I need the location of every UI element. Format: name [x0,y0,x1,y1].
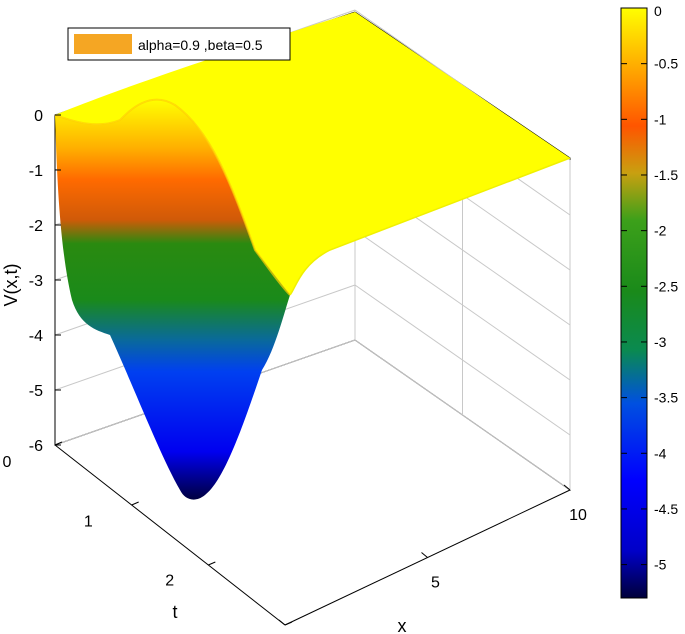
colorbar-tick-label: -0.5 [654,56,678,72]
t-tick-label: 3 [247,632,256,634]
t-tick-label: 1 [84,513,93,530]
x-tick-mark [563,484,571,491]
legend-label: alpha=0.9 ,beta=0.5 [138,37,263,53]
x-tick-mark [421,552,428,558]
z-tick-label: -2 [29,218,43,235]
surface [54,12,571,500]
z-tick-label: -3 [29,273,43,290]
colorbar-tick-label: -2 [654,223,667,239]
z-tick-label: -4 [29,328,43,345]
colorbar-tick-label: -1.5 [654,167,678,183]
surface-plateau-edge [289,157,571,296]
t-tick-label: 2 [165,573,174,590]
t-tick-label: 0 [3,454,12,471]
x-axis-label: x [398,616,407,634]
x-tick-label: 10 [569,507,587,524]
colorbar-tick-label: -5 [654,557,667,573]
colorbar-gradient [620,7,648,599]
t-tick-mark [208,561,216,566]
colorbar-tick-label: -4 [654,445,667,461]
legend: alpha=0.9 ,beta=0.5 [67,27,291,61]
colorbar-tick-labels: 0 -0.5 -1 -1.5 -2 -2.5 -3 -3.5 -4 -4.5 -5 [621,3,678,573]
colorbar-tick-label: -4.5 [654,501,678,517]
z-tick-label: -5 [29,383,43,400]
t-tick-mark [284,621,293,626]
legend-swatch [74,34,132,54]
colorbar-tick-label: -3 [654,334,667,350]
t-axis-line [54,444,286,626]
colorbar: 0 -0.5 -1 -1.5 -2 -2.5 -3 -3.5 -4 -4.5 -5 [620,3,678,599]
z-axis-label: V(x,t) [1,264,21,307]
z-tick-label: -1 [29,163,43,180]
t-tick-mark [54,441,63,446]
colorbar-tick-label: -2.5 [654,278,678,294]
t-axis-label: t [172,602,177,622]
surface-ridge [54,98,291,296]
x-tick-labels: 0510 [278,484,587,626]
z-tick-label: 0 [34,108,43,125]
x-tick-label: 5 [431,575,440,592]
z-tick-label: -6 [29,438,43,455]
surface-plateau [55,12,570,295]
x-tick-mark [278,619,286,626]
colorbar-tick-label: 0 [654,3,662,19]
colorbar-tick-label: -3.5 [654,390,678,406]
colorbar-tick-label: -1 [654,111,667,127]
t-tick-mark [131,501,139,506]
z-tick-labels: 0 -1 -2 -3 -4 -5 -6 [29,108,61,455]
t-tick-labels: 0 1 2 3 [3,441,293,634]
surface-slope [55,99,290,500]
